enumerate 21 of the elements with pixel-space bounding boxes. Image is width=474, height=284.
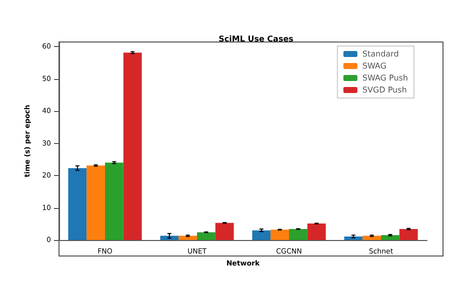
bar <box>105 162 124 240</box>
bar <box>344 236 363 240</box>
legend-label: SWAG Push <box>362 74 408 82</box>
bar <box>178 236 197 240</box>
bar <box>307 224 326 240</box>
bar <box>68 168 87 240</box>
bar <box>270 230 289 240</box>
bar <box>381 235 400 240</box>
legend-label: SWAG <box>362 62 386 70</box>
bar <box>399 229 418 240</box>
chart-title: SciML Use Cases <box>218 34 294 44</box>
bar <box>197 232 216 240</box>
bar <box>289 229 308 240</box>
legend-label: Standard <box>362 50 399 58</box>
bar <box>362 236 381 240</box>
bar <box>215 222 234 240</box>
bar <box>160 236 179 240</box>
bar <box>252 230 271 240</box>
bar <box>123 52 142 240</box>
legend-label: SVGD Push <box>362 86 407 94</box>
bar <box>86 166 105 240</box>
